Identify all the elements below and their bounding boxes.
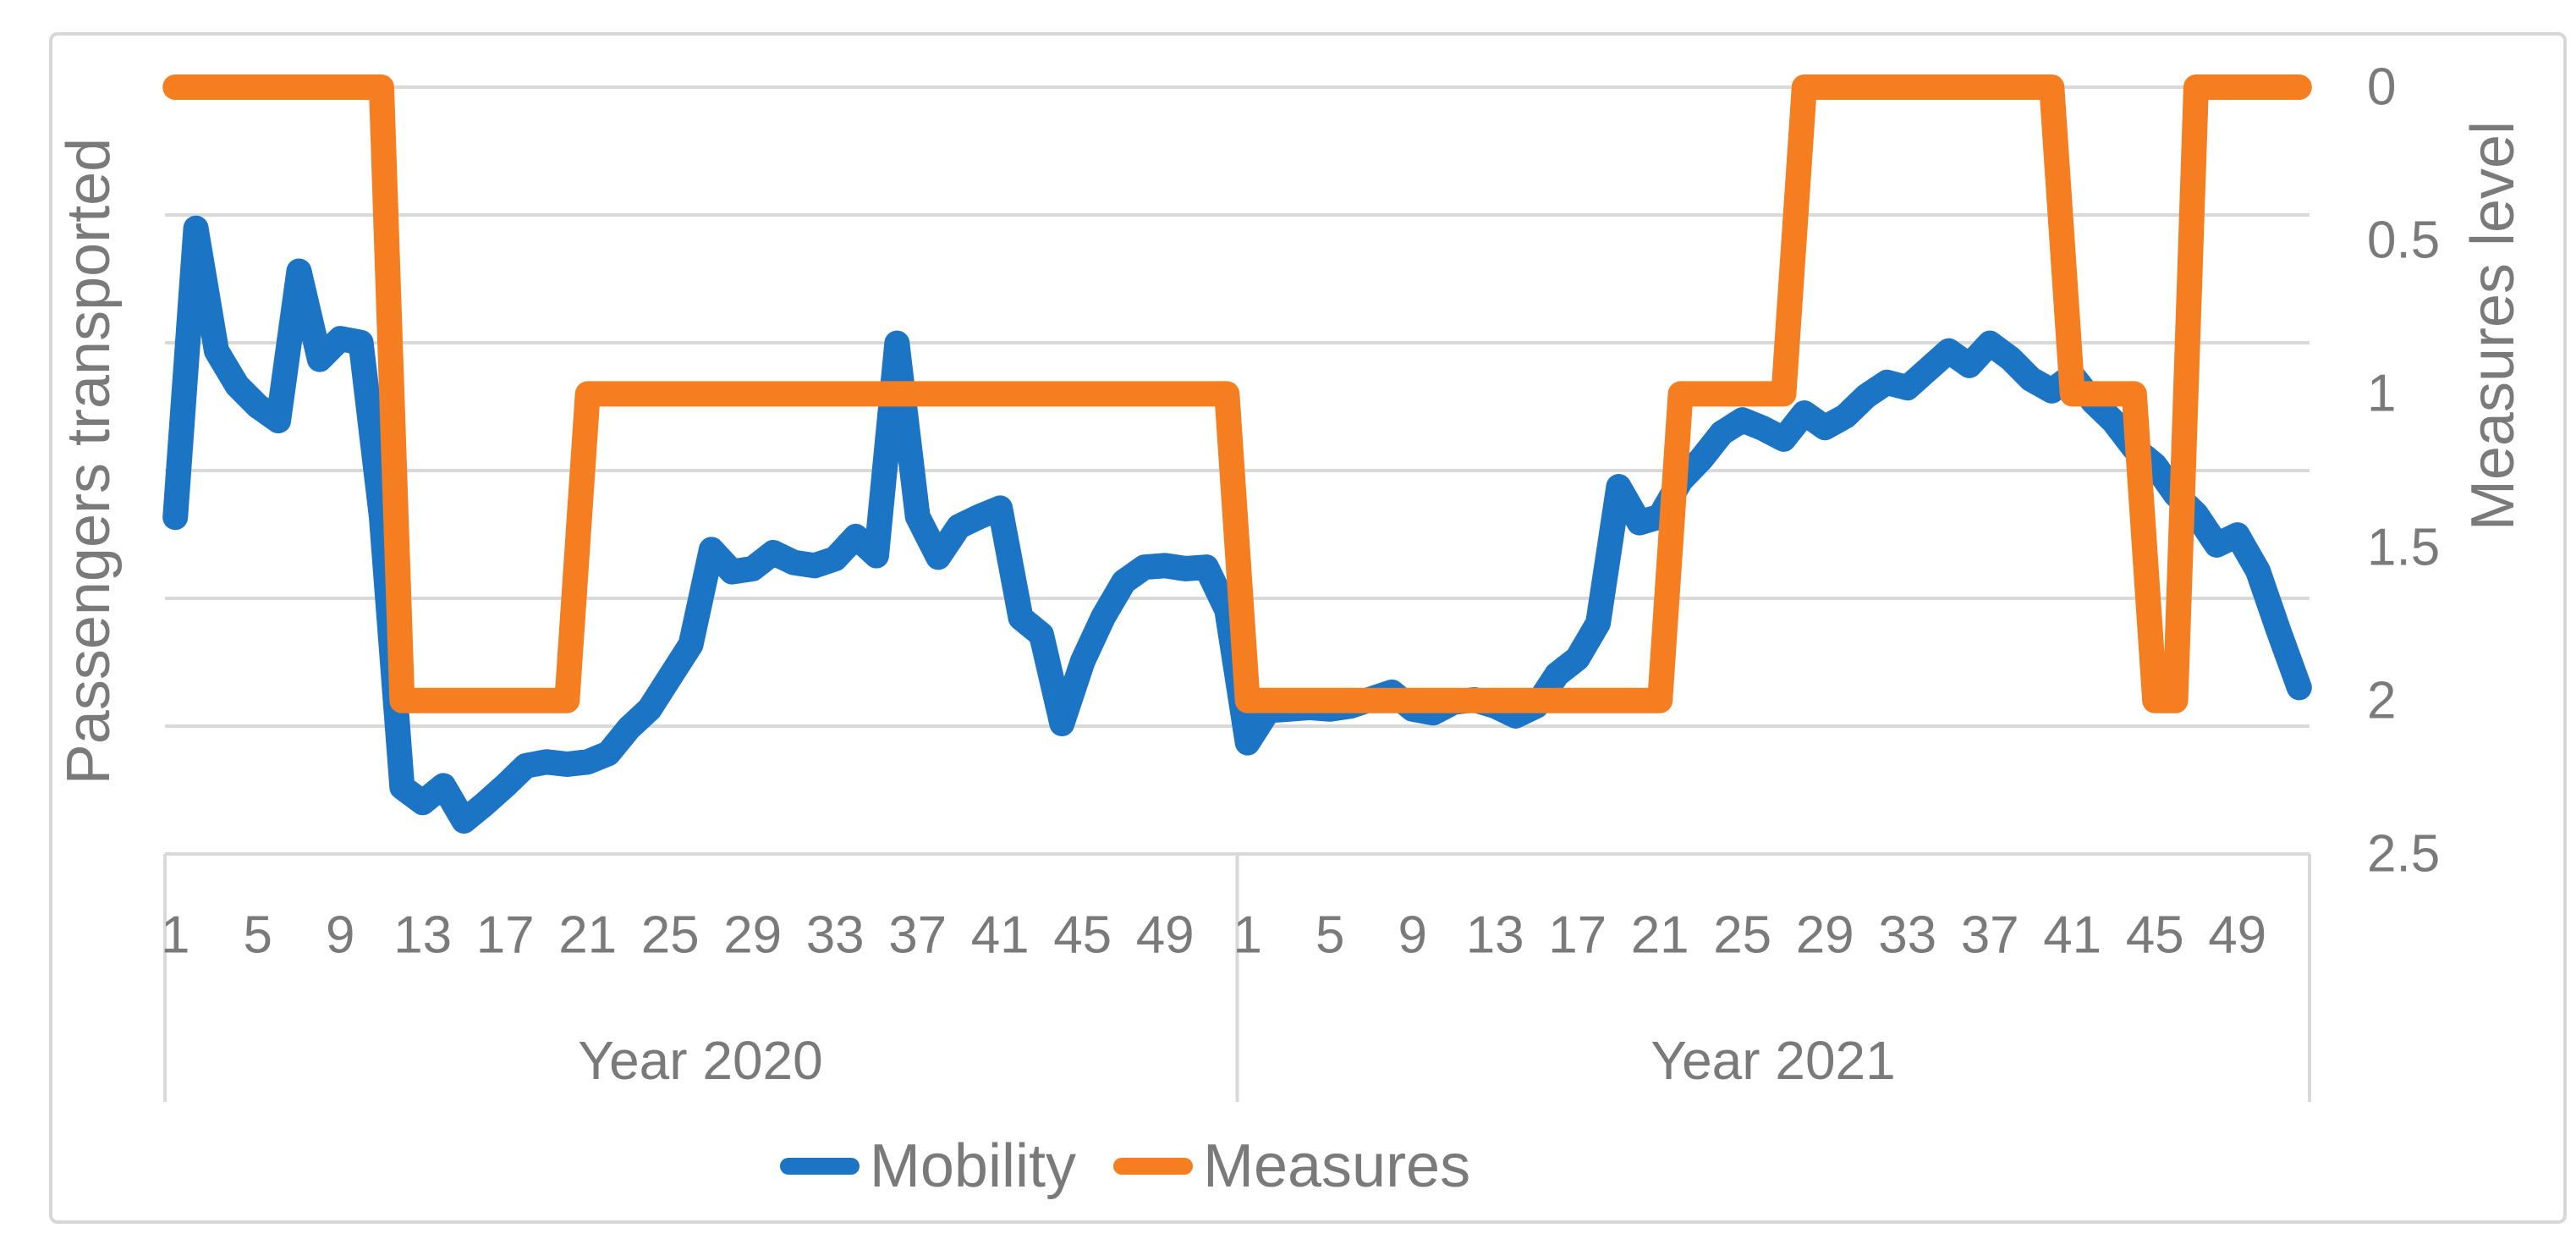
week-tick-label: 41 (970, 906, 1030, 965)
week-tick-label: 5 (243, 906, 272, 965)
week-tick-label: 37 (1960, 906, 2019, 965)
week-tick-label: 13 (393, 906, 453, 965)
week-tick-label: 49 (1135, 906, 1195, 965)
week-tick-label: 45 (2125, 906, 2184, 965)
week-tick-label: 1 (1233, 906, 1262, 965)
week-tick-label: 49 (2208, 906, 2267, 965)
week-tick-label: 17 (1548, 906, 1607, 965)
week-tick-label: 9 (1398, 906, 1427, 965)
week-tick-label: 37 (888, 906, 947, 965)
year-2021-label: Year 2021 (1651, 1030, 1896, 1091)
right-axis-tick-label: 0.5 (2367, 211, 2441, 270)
week-tick-label: 25 (640, 906, 700, 965)
mobility-swatch-icon (779, 1158, 860, 1175)
right-axis-tick-label: 2.5 (2367, 824, 2441, 884)
right-axis-tick-label: 2 (2367, 671, 2397, 730)
week-tick-label: 45 (1053, 906, 1112, 965)
week-tick-label: 5 (1315, 906, 1345, 965)
week-tick-label: 13 (1465, 906, 1524, 965)
week-tick-label: 29 (723, 906, 783, 965)
measures-swatch-icon (1112, 1158, 1193, 1175)
week-tick-label: 21 (1630, 906, 1689, 965)
left-axis-title: Passengers transported (55, 137, 123, 785)
figure-border (49, 32, 2567, 1224)
legend-item-measures: Measures (1112, 1132, 1471, 1201)
right-axis-tick-label: 1 (2367, 364, 2397, 423)
week-tick-label: 21 (558, 906, 618, 965)
week-tick-label: 9 (325, 906, 355, 965)
week-tick-label: 1 (160, 906, 190, 965)
right-axis-title: Measures level (2459, 120, 2527, 531)
week-tick-label: 33 (805, 906, 865, 965)
measures-line (162, 74, 2312, 713)
week-tick-label: 29 (1795, 906, 1854, 965)
year-2020-label: Year 2020 (578, 1030, 823, 1091)
week-tick-label: 41 (2043, 906, 2102, 965)
right-axis-tick-label: 0 (2367, 58, 2397, 117)
week-tick-label: 25 (1713, 906, 1772, 965)
legend-label-mobility: Mobility (869, 1132, 1076, 1200)
week-tick-label: 17 (475, 906, 535, 965)
legend-label-measures: Measures (1202, 1132, 1471, 1200)
legend-item-mobility: Mobility (779, 1132, 1076, 1201)
right-axis-tick-label: 1.5 (2367, 518, 2441, 577)
week-tick-label: 33 (1878, 906, 1937, 965)
legend: Mobility Measures (0, 1132, 2250, 1200)
